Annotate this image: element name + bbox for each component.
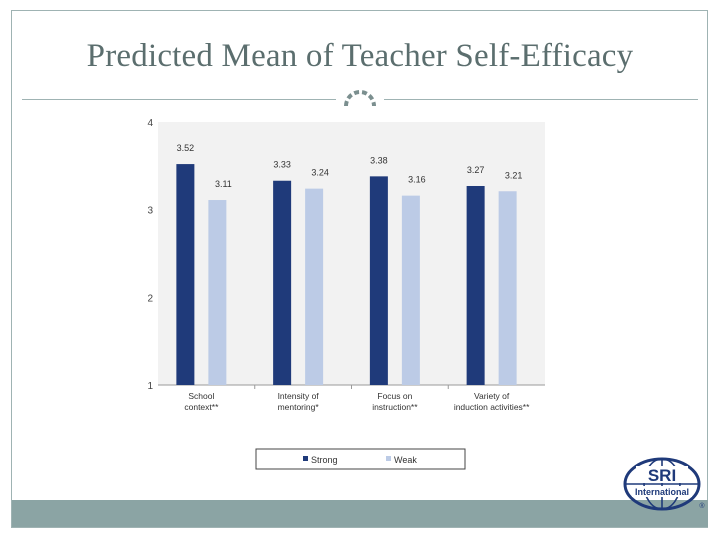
logo-mark: ®	[699, 502, 705, 510]
y-tick-label: 4	[147, 118, 153, 129]
data-label: 3.52	[177, 143, 195, 153]
bar-weak	[208, 200, 227, 385]
title-rule-left	[22, 99, 336, 100]
bar-weak	[305, 188, 324, 385]
logo-top-text: SRI	[648, 466, 676, 485]
y-tick-label: 1	[147, 381, 153, 392]
data-label: 3.33	[273, 160, 291, 170]
x-tick-label: context**	[184, 402, 219, 412]
legend-swatch-strong	[303, 456, 308, 461]
x-tick-label: instruction**	[372, 402, 418, 412]
legend-label: Weak	[394, 455, 417, 465]
bar-weak	[401, 195, 420, 385]
data-label: 3.16	[408, 175, 426, 185]
x-tick-label: mentoring*	[278, 402, 320, 412]
bar-strong	[466, 185, 485, 385]
sri-international-logo: SRI International ®	[623, 457, 705, 511]
logo-bottom-text: International	[635, 487, 689, 497]
bar-strong	[273, 180, 292, 385]
data-label: 3.24	[311, 168, 329, 178]
slide-frame	[11, 10, 708, 528]
bar-weak	[498, 191, 517, 385]
data-label: 3.11	[215, 179, 232, 189]
data-label: 3.21	[505, 170, 523, 180]
x-tick-label: School	[188, 391, 214, 401]
title-rule-right	[384, 99, 698, 100]
data-label: 3.27	[467, 165, 485, 175]
y-tick-label: 3	[147, 206, 153, 217]
bar-strong	[369, 176, 388, 385]
bar-strong	[176, 164, 195, 385]
x-tick-label: Intensity of	[278, 391, 320, 401]
legend-label: Strong	[311, 455, 338, 465]
slide-title: Predicted Mean of Teacher Self-Efficacy	[86, 38, 634, 74]
x-tick-label: Variety of	[474, 391, 510, 401]
legend-swatch-weak	[386, 456, 391, 461]
x-tick-label: Focus on	[377, 391, 412, 401]
data-label: 3.38	[370, 155, 388, 165]
bottom-bar	[12, 500, 708, 527]
y-tick-label: 2	[147, 293, 153, 304]
x-tick-label: induction activities**	[454, 402, 530, 412]
legend-box	[255, 448, 466, 470]
